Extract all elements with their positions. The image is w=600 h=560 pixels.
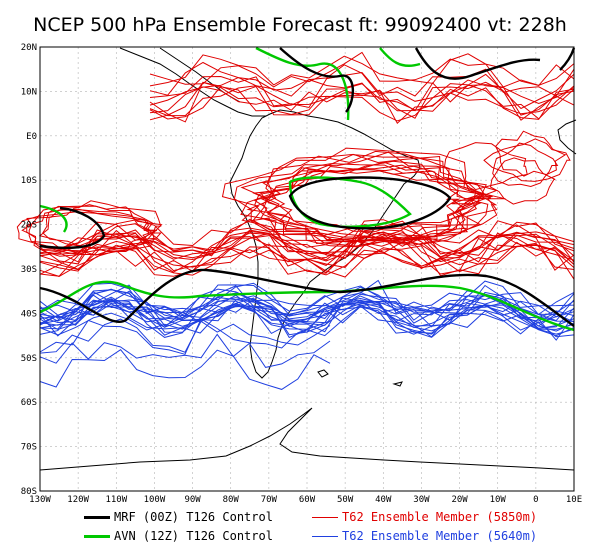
contour-red	[39, 220, 575, 259]
mrf-control-contours	[39, 47, 576, 327]
mrf-contour-5640	[39, 268, 575, 327]
lon-tick-label: 80W	[223, 495, 240, 505]
lon-tick-label: 100W	[144, 495, 166, 505]
lon-tick-label: 90W	[184, 495, 201, 505]
legend: MRF (00Z) T126 Control AVN (12Z) T126 Co…	[0, 508, 600, 552]
map-title: NCEP 500 hPa Ensemble Forecast ft: 99092…	[33, 14, 567, 36]
contour-red	[252, 163, 489, 248]
legend-swatch-blue	[312, 536, 338, 537]
legend-label-blue: T62 Ensemble Member (5640m)	[342, 529, 538, 543]
avn-contour-5850-north	[255, 46, 421, 121]
lon-tick-label: 30W	[413, 495, 430, 505]
lon-tick-label: 0	[533, 495, 538, 505]
contour-blue	[39, 303, 575, 331]
legend-label-mrf: MRF (00Z) T126 Control	[114, 510, 273, 524]
contour-red	[492, 142, 559, 188]
lon-tick-label: 50W	[337, 495, 354, 505]
contour-red	[253, 168, 477, 239]
contour-red	[39, 227, 575, 266]
lat-tick-label: 10N	[21, 87, 37, 97]
south-georgia	[392, 381, 403, 387]
lon-tick-label: 60W	[299, 495, 316, 505]
africa-coast	[557, 119, 577, 155]
lat-tick-label: E0	[26, 132, 37, 142]
lat-tick-label: 20S	[21, 221, 37, 231]
contour-red	[483, 138, 571, 182]
lat-tick-label: 30S	[21, 265, 37, 275]
legend-label-avn: AVN (12Z) T126 Control	[114, 529, 273, 543]
lon-tick-label: 70W	[261, 495, 278, 505]
lat-tick-label: 10S	[21, 176, 37, 186]
lat-tick-label: 20N	[21, 43, 37, 53]
contour-red	[149, 81, 575, 121]
contour-blue	[39, 318, 331, 355]
lat-tick-label: 60S	[21, 398, 37, 408]
contour-red	[149, 81, 575, 123]
legend-label-red: T62 Ensemble Member (5850m)	[342, 510, 538, 524]
map-grid	[39, 46, 575, 492]
lat-tick-label: 50S	[21, 354, 37, 364]
contour-red	[494, 130, 567, 177]
contour-red	[39, 217, 575, 255]
contour-red	[489, 157, 556, 205]
map-frame	[39, 46, 575, 492]
lon-tick-label: 10E	[566, 495, 582, 505]
contour-red	[149, 81, 575, 122]
legend-item-blue-ensemble: T62 Ensemble Member (5640m)	[312, 529, 537, 543]
lat-tick-label: 70S	[21, 443, 37, 453]
contour-red	[246, 153, 492, 247]
contour-red	[39, 243, 575, 280]
contour-blue	[39, 279, 575, 316]
lat-tick-label: 40S	[21, 309, 37, 319]
contour-red	[240, 154, 499, 254]
contour-red	[39, 244, 575, 276]
forecast-map: 20N 10N E0 10S 20S 30S 40S 50S 60S 70S 80S 130W 120…	[16, 43, 582, 505]
contour-blue	[39, 284, 575, 324]
contour-red	[21, 205, 157, 256]
contour-red	[149, 61, 575, 97]
contour-blue	[39, 298, 575, 337]
ensemble-5850m-contours	[16, 51, 575, 280]
contour-blue	[39, 288, 575, 322]
contour-blue	[39, 299, 575, 321]
contour-blue	[39, 333, 331, 368]
contour-red	[16, 211, 162, 255]
lon-tick-label: 110W	[105, 495, 127, 505]
antarctica-coast	[39, 407, 575, 471]
contour-red	[233, 151, 506, 247]
south-america-coast	[229, 109, 421, 379]
lon-tick-label: 130W	[29, 495, 51, 505]
contour-red	[149, 71, 575, 109]
contour-red	[39, 233, 575, 261]
lon-tick-label: 40W	[375, 495, 392, 505]
lon-tick-label: 10W	[490, 495, 507, 505]
longitude-labels: 130W 120W 110W 100W 90W 80W 70W 60W 50W 40W 30W 20W…	[29, 495, 582, 505]
legend-swatch-avn	[84, 535, 110, 538]
legend-item-mrf: MRF (00Z) T126 Control	[84, 510, 273, 524]
latitude-labels: 20N 10N E0 10S 20S 30S 40S 50S 60S 70S 80S	[21, 43, 37, 497]
legend-item-red-ensemble: T62 Ensemble Member (5850m)	[312, 510, 537, 524]
legend-swatch-mrf	[84, 516, 110, 519]
mrf-contour-5850-north	[279, 47, 576, 113]
falkland-islands	[317, 369, 329, 378]
contour-red	[149, 86, 575, 125]
lat-tick-label: 80S	[21, 487, 37, 497]
avn-contour-5640	[39, 280, 575, 332]
contour-red	[444, 142, 528, 191]
contour-red	[39, 229, 575, 272]
legend-item-avn: AVN (12Z) T126 Control	[84, 529, 273, 543]
contour-blue	[39, 318, 331, 354]
contour-red	[149, 53, 575, 87]
mrf-contour-5850	[39, 176, 452, 250]
contour-red	[39, 218, 575, 250]
lon-tick-label: 20W	[451, 495, 468, 505]
legend-swatch-red	[312, 517, 338, 518]
contour-red	[26, 209, 163, 257]
lon-tick-label: 120W	[67, 495, 89, 505]
